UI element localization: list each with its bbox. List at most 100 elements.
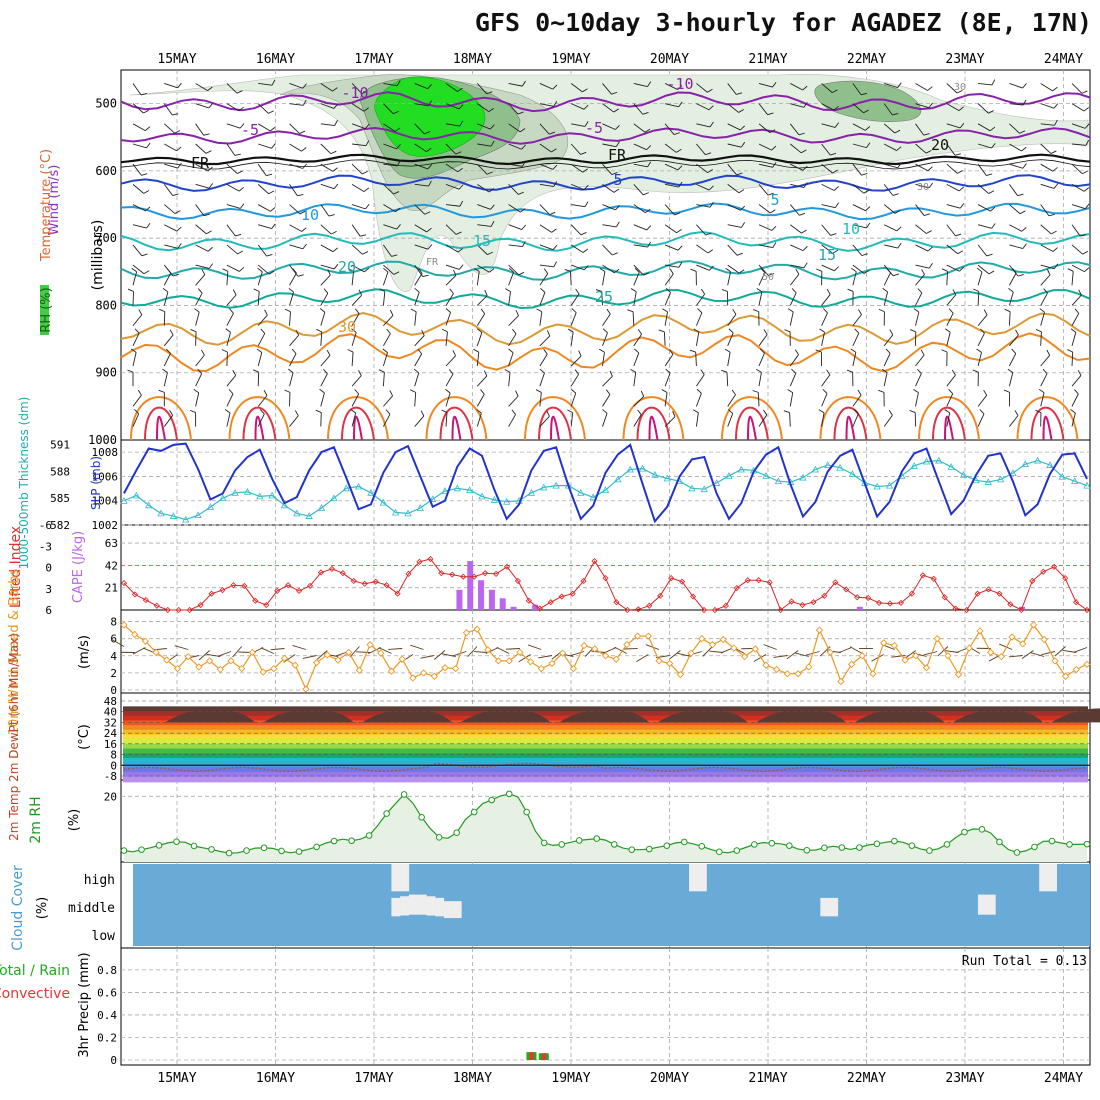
wind-barb-flag <box>866 142 871 148</box>
wind-barb-flag <box>458 184 464 190</box>
surface-wind-barb <box>174 645 189 650</box>
wind-barb <box>696 143 706 156</box>
wind-barb <box>1009 244 1024 249</box>
wind-barb-flag <box>637 409 642 415</box>
wind-barb <box>602 313 611 326</box>
wind-barb-flag <box>319 308 326 313</box>
wind-barb-flag <box>131 267 137 273</box>
wind-barb-flag <box>1022 83 1027 89</box>
wind-barb <box>1008 372 1014 387</box>
wind-barb <box>977 123 991 132</box>
wind-barb <box>163 123 176 134</box>
wind-barb-flag <box>976 348 982 353</box>
wind-barb <box>978 83 993 86</box>
lifted-index-point <box>350 577 357 585</box>
temp-color-band <box>123 743 1088 750</box>
wind-barb <box>977 352 982 367</box>
wind-barb <box>351 375 362 387</box>
wind-barb-flag <box>386 328 391 334</box>
wind-speed-point <box>965 644 973 652</box>
wind-barb-flag <box>816 268 823 272</box>
wind-barb <box>320 373 328 387</box>
wind-barb <box>1040 264 1055 270</box>
wind-barb-flag <box>552 84 558 90</box>
lifted-index-point <box>668 575 675 582</box>
wind-barb-flag <box>480 389 485 395</box>
rh-point <box>243 847 250 854</box>
wind-speed-point <box>195 663 203 671</box>
wind-barb-flag <box>705 232 712 236</box>
wind-barb <box>1040 183 1055 189</box>
surface-wind-barb <box>152 648 167 651</box>
rh-area <box>124 793 1087 862</box>
wind-barb <box>789 373 797 387</box>
wind-barb-flag <box>489 124 495 130</box>
wind-barb <box>758 414 768 427</box>
wind-speed-point <box>345 648 353 656</box>
wind-barb <box>476 332 483 346</box>
wind-barb <box>195 83 208 92</box>
wind-barb-flag <box>508 348 514 354</box>
wind-speed-point <box>730 644 738 652</box>
wind-barb-flag <box>319 388 325 394</box>
wind-barb <box>570 163 583 173</box>
wind-barb-flag <box>802 85 808 91</box>
wind-barb-flag <box>551 148 557 153</box>
wind-barb-flag <box>846 369 853 373</box>
wind-barb <box>320 83 333 92</box>
wind-barb-flag <box>885 348 891 354</box>
wind-barb-flag <box>410 389 416 393</box>
precip-convective-bar <box>541 1053 546 1060</box>
wind-barb-flag <box>389 390 393 397</box>
isotherm <box>120 332 1091 373</box>
lifted-index-point <box>175 606 182 614</box>
lifted-index-point <box>722 602 729 609</box>
wind-barb <box>445 275 457 286</box>
thickness-point <box>1046 461 1054 468</box>
wind-barb-flag <box>738 189 745 194</box>
wind-barb <box>883 291 889 306</box>
wind-barb-flag <box>1067 349 1073 353</box>
wind-barb-flag <box>767 112 774 116</box>
wind-barb <box>977 163 987 176</box>
wind-barb-flag <box>958 106 964 111</box>
wind-barb <box>758 372 762 387</box>
rh-point <box>1066 841 1073 848</box>
wind-barb <box>633 272 640 286</box>
wind-barb-flag <box>701 288 706 295</box>
wind-barb <box>946 332 951 346</box>
wind-barb <box>164 244 178 249</box>
wind-barb <box>257 395 268 407</box>
cloud-clear-middle <box>426 896 436 916</box>
wind-barb <box>664 224 677 234</box>
wind-barb-flag <box>583 104 589 110</box>
rh-point <box>610 841 618 848</box>
wind-barb <box>1009 103 1024 106</box>
wind-barb <box>226 143 236 156</box>
wind-barb <box>383 244 392 257</box>
wind-barb <box>508 352 514 367</box>
thickness-point <box>774 477 783 485</box>
wind-barb <box>445 355 456 367</box>
wind-barbs-upper <box>127 79 1090 427</box>
wind-barb <box>633 83 648 88</box>
wind-speed-point <box>120 621 128 629</box>
wind-barb <box>664 103 679 108</box>
wind-barb-flag <box>850 348 857 353</box>
panel-frame <box>120 439 1091 526</box>
wind-barb <box>445 163 458 173</box>
wind-barb <box>1071 83 1083 94</box>
wind-barb-flag <box>316 328 322 333</box>
wind-barb <box>508 264 519 276</box>
wind-barb-flag <box>925 149 932 154</box>
wind-barb-flag <box>958 186 965 192</box>
wind-barb <box>758 143 772 151</box>
surface-wind-barb <box>773 655 788 658</box>
wind-barb <box>289 123 300 134</box>
wind-speed-point <box>987 648 995 656</box>
surface-wind-barb <box>1041 651 1056 656</box>
wind-barb <box>383 333 391 347</box>
wind-barb-flag <box>941 268 948 272</box>
wind-barb-flag <box>798 132 805 136</box>
wind-barb-flag <box>567 409 573 414</box>
